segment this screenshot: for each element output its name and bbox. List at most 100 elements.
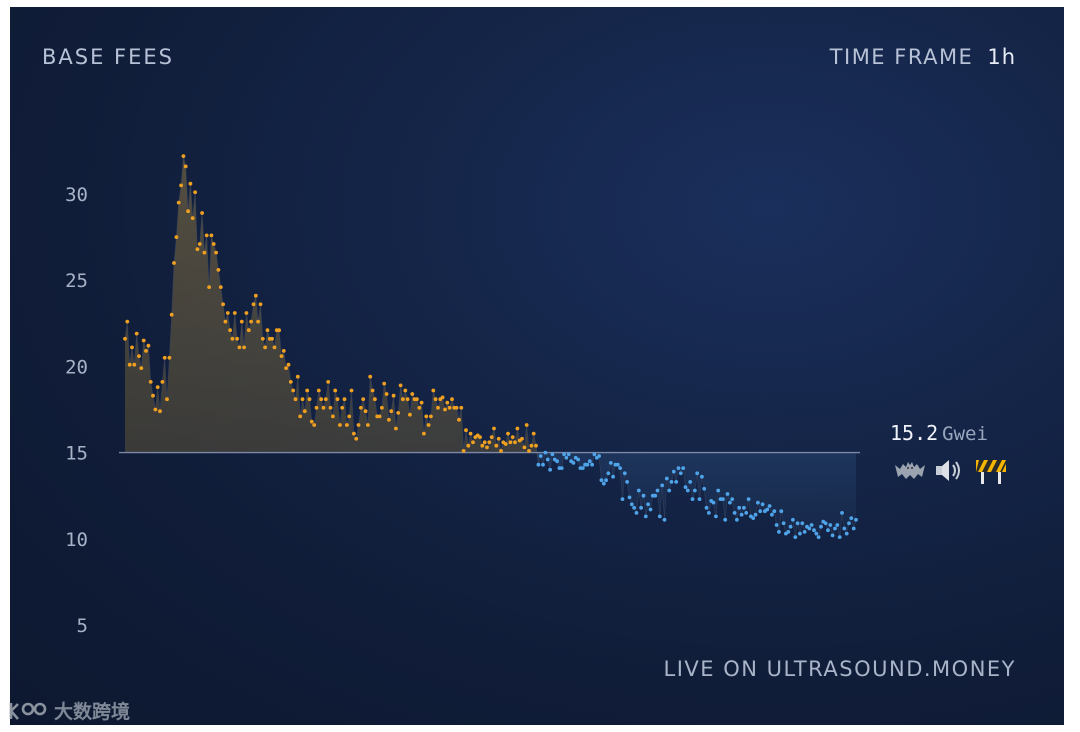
data-point [384, 392, 389, 396]
data-point [312, 423, 317, 427]
data-point [359, 405, 363, 410]
data-point [711, 500, 716, 505]
data-point [492, 426, 496, 431]
speaker-icon [936, 460, 960, 481]
data-point [721, 497, 725, 501]
data-point [854, 517, 858, 522]
data-point [197, 242, 202, 246]
data-point [788, 524, 793, 529]
data-point [433, 397, 438, 402]
data-point [354, 436, 359, 441]
data-point [503, 442, 508, 446]
data-point [660, 483, 665, 488]
data-point [228, 328, 233, 333]
data-point [809, 523, 814, 527]
data-point [620, 497, 625, 501]
data-point [793, 535, 798, 539]
data-point [389, 409, 394, 414]
data-point [298, 414, 303, 419]
data-point [183, 164, 188, 169]
data-point [323, 397, 328, 402]
data-point [130, 345, 134, 350]
data-point [279, 354, 284, 358]
timeframe-selector[interactable]: TIME FRAME 1h [830, 45, 1016, 69]
data-point [520, 436, 524, 441]
data-point [674, 480, 679, 484]
data-point [494, 443, 499, 448]
y-tick-label: 30 [65, 184, 88, 206]
data-point [169, 312, 174, 317]
data-point [844, 531, 849, 536]
data-point [767, 504, 772, 508]
data-point [239, 319, 244, 324]
data-point [207, 285, 212, 289]
data-point [671, 469, 676, 474]
watermark-logo-icon [9, 702, 47, 720]
data-point [277, 328, 281, 333]
data-point [153, 407, 158, 412]
live-source-link[interactable]: LIVE ON ULTRASOUND.MONEY [663, 657, 1016, 681]
data-point [653, 493, 658, 498]
data-point [842, 526, 847, 531]
data-point [214, 250, 219, 255]
data-point [235, 336, 240, 341]
current-fee-readout: 15.2 Gwei [890, 421, 988, 445]
data-point [702, 486, 707, 491]
data-point [158, 409, 162, 414]
data-point [232, 311, 237, 315]
data-point [496, 436, 501, 441]
base-fee-chart: 5 10 15 20 25 30 [65, 154, 860, 637]
data-point [599, 478, 604, 483]
data-point [730, 497, 735, 501]
watermark-text: 大数跨境 [54, 701, 131, 723]
data-point [401, 397, 405, 402]
data-point [141, 338, 146, 343]
data-point [695, 471, 700, 476]
data-point [356, 423, 361, 427]
data-point [606, 471, 611, 476]
data-point [849, 516, 854, 520]
data-point [162, 355, 167, 360]
data-point [186, 209, 191, 214]
data-point [368, 374, 373, 379]
data-point [634, 511, 639, 515]
data-point [422, 431, 426, 436]
data-point [181, 154, 186, 159]
timeframe-value[interactable]: 1h [987, 45, 1016, 69]
chart-card: BASE FEES TIME FRAME 1h 5 10 15 20 25 30 15.2 G… [10, 7, 1064, 725]
data-point [440, 395, 445, 400]
data-point [417, 405, 422, 410]
data-point [622, 471, 627, 476]
data-point [840, 511, 844, 515]
data-point [664, 476, 669, 481]
data-point [447, 405, 452, 410]
data-point [758, 509, 763, 514]
data-point [587, 459, 592, 464]
data-point [127, 362, 132, 367]
data-point [394, 426, 398, 431]
data-point [256, 319, 260, 324]
data-point [669, 480, 674, 484]
data-point [744, 511, 749, 515]
data-point [167, 355, 172, 360]
data-point [246, 328, 251, 333]
data-point [816, 535, 821, 539]
data-point [237, 345, 242, 350]
data-point [732, 511, 737, 515]
bat-icon [895, 462, 925, 479]
data-point [510, 435, 515, 439]
timeframe-label: TIME FRAME [829, 45, 974, 69]
data-point [522, 445, 527, 450]
data-point [155, 385, 160, 389]
data-point [735, 517, 739, 522]
data-point [459, 405, 464, 410]
data-point [534, 443, 538, 448]
data-point [244, 311, 249, 315]
data-point [314, 405, 319, 410]
data-point [160, 380, 165, 384]
data-point [125, 319, 130, 324]
data-point [132, 362, 137, 367]
data-point [564, 455, 569, 460]
data-point [482, 440, 487, 445]
data-point [529, 443, 534, 448]
